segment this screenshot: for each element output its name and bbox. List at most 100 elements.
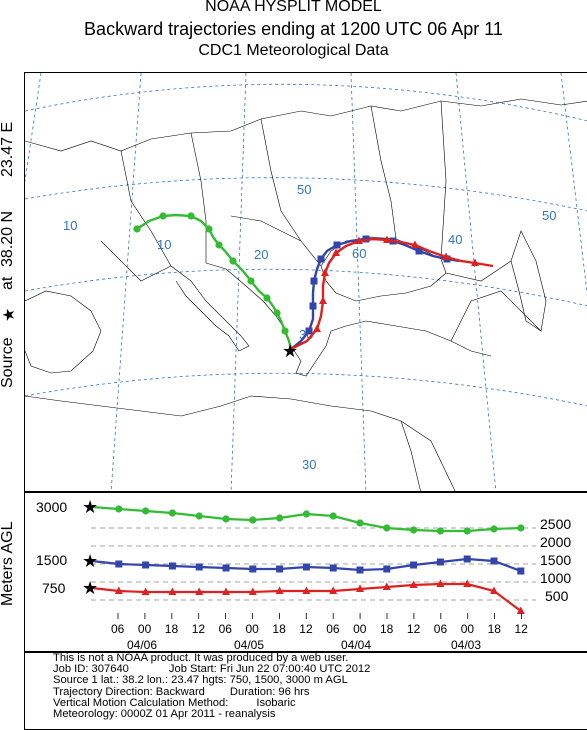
- trajectory-marker: [471, 258, 479, 266]
- grid-lon-30: [350, 73, 367, 491]
- profile-marker: [195, 563, 203, 571]
- profile-svg: 3000 1500 750 2500 2000 1500 1000 500 06…: [36, 497, 571, 652]
- map-trajectory-0: [133, 212, 293, 350]
- border-1: [120, 150, 172, 267]
- profile-marker: [356, 566, 364, 574]
- source-text: Source: [0, 337, 16, 388]
- map-svg: 10 10 20 30 40 50 50 60 30 ★: [25, 73, 587, 491]
- trajectory-marker: [319, 296, 327, 304]
- profile-marker: [249, 516, 257, 524]
- profile-trajectory-0: [91, 505, 525, 535]
- hour-tick-label: 18: [488, 622, 502, 636]
- profile-star-icon: ★: [82, 551, 98, 571]
- grid-lat-40: [25, 268, 587, 307]
- grid-label: 60: [352, 246, 366, 261]
- profile-marker: [115, 505, 123, 513]
- coast-north-europe: [25, 98, 587, 152]
- trajectory-marker: [310, 277, 318, 285]
- trajectory-marker: [411, 240, 419, 248]
- info-line-4: Trajectory Direction: Backward Duration: …: [53, 686, 587, 698]
- profile-marker: [114, 586, 123, 594]
- trajectory-marker: [305, 327, 313, 335]
- left-tick-label: 1500: [36, 552, 67, 568]
- profile-trajectory-2: [91, 579, 525, 614]
- height-profile: 3000 1500 750 2500 2000 1500 1000 500 06…: [24, 492, 587, 652]
- profile-marker: [276, 565, 284, 573]
- border-6: [230, 215, 302, 242]
- info-line-3: Source 1 lat.: 38.2 lon.: 23.47 hgts: 75…: [53, 674, 348, 687]
- trajectory-marker: [159, 212, 167, 220]
- grid-lat-60: [25, 83, 587, 122]
- profile-marker: [329, 512, 337, 520]
- profile-marker: [410, 561, 418, 569]
- hour-tick-label: 06: [326, 622, 340, 636]
- trajectory-marker: [415, 247, 423, 255]
- profile-star-icon: ★: [82, 497, 98, 517]
- right-tick-label: 2000: [540, 534, 571, 550]
- trajectory-marker: [313, 324, 321, 332]
- grid-label: 50: [542, 208, 556, 223]
- grid-label: 40: [448, 232, 462, 247]
- trajectory-marker: [229, 257, 237, 265]
- job-start: Job Start: Fri Jun 22 07:00:40 UTC 2012: [168, 663, 371, 676]
- source-lon: 23.47 E: [0, 121, 16, 177]
- hour-tick-label: 06: [434, 622, 448, 636]
- trajectory-line: [290, 237, 494, 351]
- coast-africa: [25, 395, 456, 491]
- profile-marker: [276, 514, 284, 522]
- hour-tick-label: 06: [219, 622, 233, 636]
- coast-italy: [170, 265, 250, 352]
- profile-marker: [222, 515, 230, 523]
- map-grid: [25, 73, 587, 491]
- grid-lon-20: [230, 73, 247, 491]
- profile-marker: [516, 606, 525, 614]
- profile-source-stars: ★ ★ ★: [82, 497, 98, 598]
- profile-marker: [329, 564, 337, 572]
- trajectory-marker: [383, 235, 391, 243]
- hour-tick-label: 06: [111, 622, 125, 636]
- profile-marker: [115, 560, 123, 568]
- profile-marker: [168, 509, 176, 517]
- profile-marker: [410, 526, 418, 534]
- border-5: [440, 100, 447, 260]
- profile-marker: [222, 587, 230, 595]
- date-tick-label: 04/06: [127, 638, 157, 652]
- grid-lat-30: [25, 372, 587, 407]
- hour-tick-label: 12: [192, 622, 206, 636]
- trajectory-marker: [333, 241, 341, 249]
- trajectory-marker: [273, 309, 281, 317]
- info-line-1: This is not a NOAA product. It was produ…: [53, 652, 349, 664]
- date-tick-label: 04/04: [341, 638, 371, 652]
- hour-tick-label: 00: [461, 622, 475, 636]
- profile-marker: [356, 584, 364, 592]
- profile-right-ticks: 2500 2000 1500 1000 500: [540, 516, 571, 604]
- profile-y-label: Meters AGL: [0, 521, 16, 606]
- trajectory-map: 10 10 20 30 40 50 50 60 30 ★: [24, 72, 587, 492]
- profile-marker: [329, 586, 338, 594]
- hour-tick-label: 12: [299, 622, 313, 636]
- profile-marker: [249, 565, 257, 573]
- trajectory-line: [136, 213, 293, 350]
- profile-marker: [463, 555, 471, 563]
- coast-red-sea: [400, 420, 421, 491]
- grid-lon-50: [560, 73, 587, 296]
- coast-turkey: [330, 320, 492, 357]
- profile-left-ticks: 3000 1500 750: [36, 499, 67, 596]
- left-tick-label: 3000: [36, 499, 67, 515]
- trajectory-marker: [247, 277, 255, 285]
- grid-label: 10: [157, 237, 171, 252]
- coast-adriatic: [205, 262, 287, 332]
- profile-star-icon: ★: [82, 578, 98, 598]
- profile-marker: [142, 507, 150, 515]
- border-4: [370, 105, 397, 240]
- right-tick-label: 500: [545, 588, 569, 604]
- job-id: Job ID: 307640: [53, 663, 129, 676]
- profile-hour-ticks: 06 00 18 12 06 00 18 12 06 00 18 12 06 00 18 12: [111, 613, 528, 636]
- trajectory-marker: [355, 236, 363, 244]
- left-tick-label: 750: [42, 580, 66, 596]
- profile-marker: [436, 527, 444, 535]
- profile-marker: [248, 587, 257, 595]
- border-3: [260, 118, 322, 267]
- profile-marker: [302, 586, 311, 594]
- profile-marker: [383, 565, 391, 573]
